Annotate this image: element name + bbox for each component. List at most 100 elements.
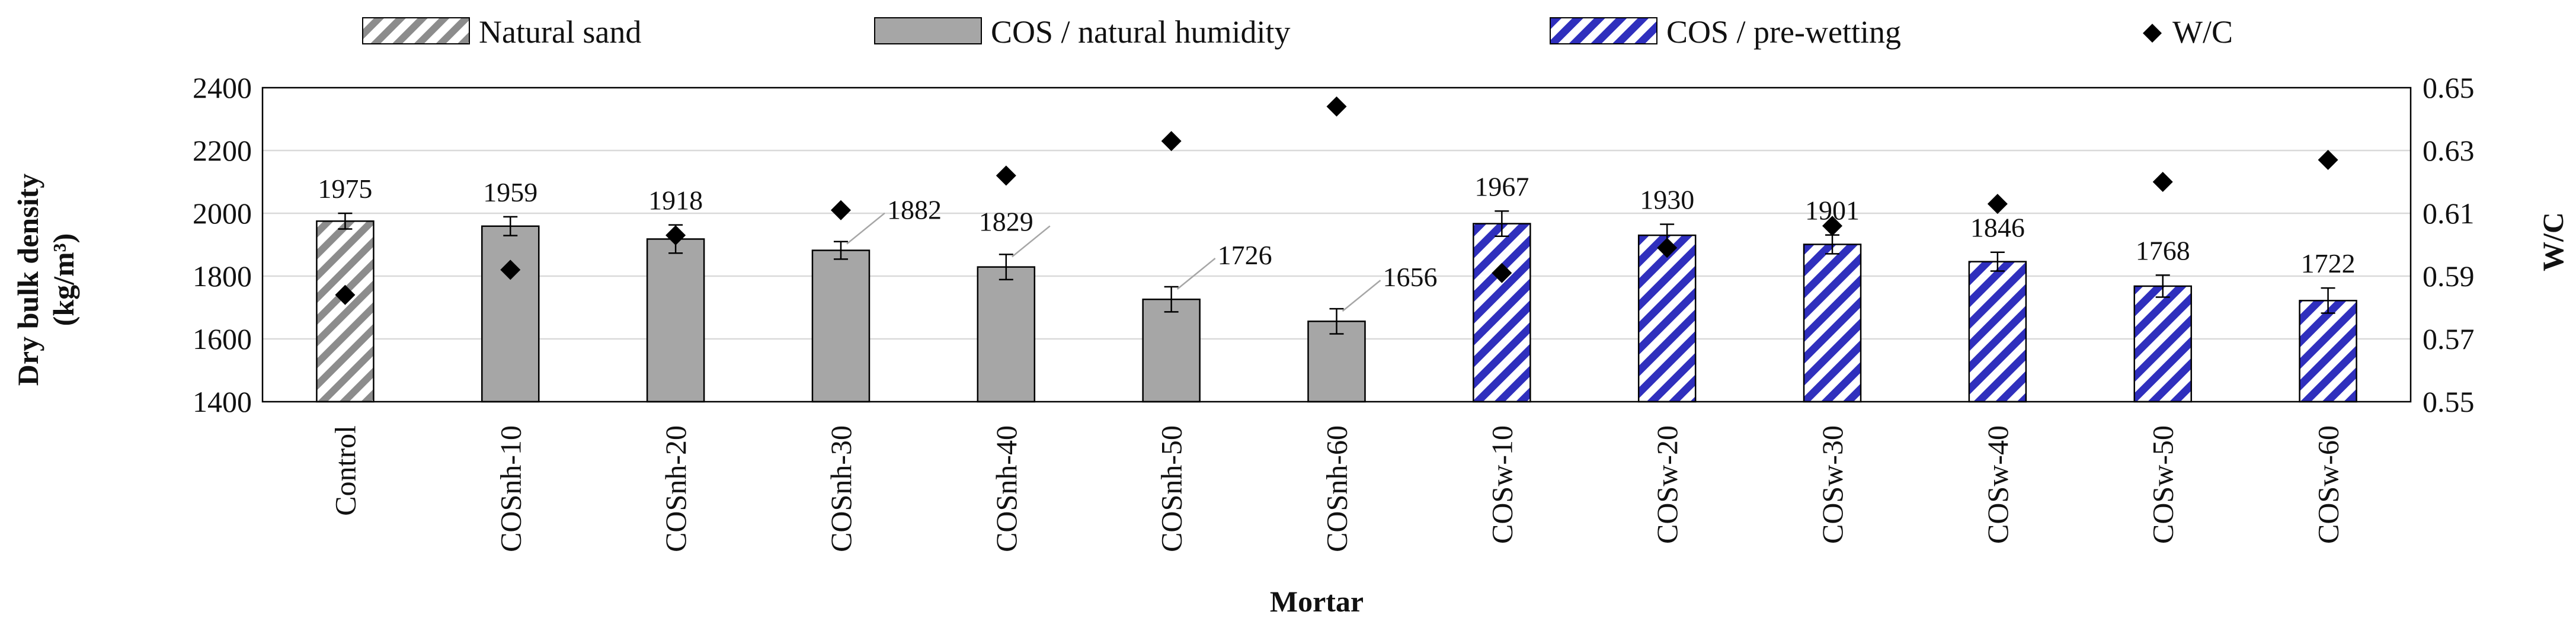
wc-marker-cosw-20: [1657, 238, 1678, 258]
error-bar-cosnh-50: [1164, 286, 1179, 313]
legend-label-cos-natural-humidity: COS / natural humidity: [991, 14, 1291, 50]
legend-item-cos-pre-wetting: COS / pre-wetting: [1550, 14, 1901, 50]
bar-cosw-40: [1968, 261, 2027, 403]
legend-swatch-cos-natural-humidity: [874, 17, 982, 44]
y-axis-right-ticks: 0.55 0.57 0.59 0.61 0.63 0.65: [2423, 71, 2475, 418]
x-category-cosnh-20: COSnh-20: [659, 425, 692, 552]
wc-markers: [335, 96, 2338, 305]
value-label-cosw-10: 1967: [1474, 171, 1529, 201]
x-category-cosnh-30: COSnh-30: [824, 425, 857, 552]
bar-cosw-20: [1637, 234, 1697, 403]
wc-marker-cosw-10: [1492, 262, 1512, 283]
error-bar-cosnh-60: [1329, 308, 1344, 335]
value-label-cosnh-10: 1959: [483, 177, 537, 207]
value-label-control: 1975: [318, 174, 372, 204]
y2-tick-label: 0.59: [2423, 260, 2475, 293]
value-label-cosnh-20: 1918: [648, 185, 703, 216]
wc-marker-cosw-50: [2152, 172, 2173, 192]
x-axis-title: Mortar: [1270, 585, 1364, 618]
wc-marker-cosw-40: [1987, 194, 2008, 214]
y2-tick-label: 0.65: [2423, 71, 2475, 104]
y-tick-label: 1400: [193, 385, 252, 418]
bar-cosnh-60: [1307, 321, 1366, 403]
value-label-cosnh-40: 1829: [979, 206, 1033, 236]
bar-cosw-10: [1473, 223, 1531, 403]
y-axis-title-unit: (kg/m³): [47, 233, 80, 326]
x-category-cosnh-60: COSnh-60: [1320, 425, 1353, 552]
x-category-cosnh-40: COSnh-40: [990, 425, 1023, 552]
wc-marker-cosnh-20: [665, 225, 686, 246]
wc-marker-cosnh-50: [1161, 131, 1182, 152]
bars: [316, 220, 2357, 403]
legend-item-cos-natural-humidity: COS / natural humidity: [874, 14, 1291, 50]
error-bars: [338, 210, 2335, 335]
value-label-cosnh-50: 1726: [1218, 240, 1272, 270]
error-bar-cosw-10: [1495, 210, 1509, 237]
value-label-cosnh-30: 1882: [887, 195, 942, 225]
x-category-control: Control: [328, 425, 361, 516]
bar-control: [316, 220, 375, 403]
value-label-cosnh-60: 1656: [1383, 262, 1438, 292]
y-tick-label: 2400: [193, 71, 252, 104]
wc-marker-control: [335, 284, 356, 305]
bar-cosnh-40: [977, 266, 1036, 403]
x-category-cosw-50: COSw-50: [2146, 425, 2180, 544]
bar-cosnh-10: [481, 225, 540, 403]
wc-marker-cosw-60: [2318, 149, 2338, 170]
wc-marker-cosw-30: [1822, 216, 1843, 236]
x-category-cosnh-10: COSnh-10: [494, 425, 527, 552]
y-tick-label: 2000: [193, 197, 252, 230]
bar-cosnh-50: [1142, 298, 1201, 403]
wc-marker-cosnh-10: [500, 260, 521, 280]
leader-line-cosnh-40: [1012, 225, 1051, 258]
bar-cosnh-20: [646, 238, 705, 403]
wc-marker-cosnh-60: [1326, 96, 1347, 117]
x-category-cosw-30: COSw-30: [1816, 425, 1849, 544]
wc-marker-cosnh-30: [830, 200, 851, 220]
legend-label-wc: W/C: [2172, 14, 2233, 50]
legend-label-cos-pre-wetting: COS / pre-wetting: [1666, 14, 1901, 50]
x-axis-categories: Control COSnh-10 COSnh-20 COSnh-30 COSnh-40 C…: [328, 425, 2344, 552]
y-axis-left-ticks: 1400 1600 1800 2000 2200 2400: [193, 71, 252, 418]
value-label-cosw-50: 1768: [2136, 235, 2190, 265]
x-category-cosw-40: COSw-40: [1981, 425, 2014, 544]
legend-item-natural-sand: Natural sand: [362, 14, 641, 50]
y2-tick-label: 0.61: [2423, 197, 2475, 230]
error-bar-cosnh-10: [503, 216, 518, 236]
bar-cosnh-30: [811, 249, 871, 403]
error-bar-cosnh-40: [999, 254, 1013, 281]
error-bar-control: [338, 212, 353, 230]
legend-swatch-natural-sand: [362, 17, 470, 44]
legend-item-wc: W/C: [2143, 14, 2233, 50]
y2-tick-label: 0.63: [2423, 134, 2475, 167]
leader-line-cosnh-50: [1176, 258, 1216, 290]
error-bar-cosnh-30: [833, 241, 848, 260]
wc-marker-cosnh-40: [996, 165, 1016, 186]
value-label-cosw-60: 1722: [2301, 248, 2356, 278]
y-tick-label: 2200: [193, 134, 252, 167]
y2-axis-title: W/C: [2536, 212, 2569, 271]
x-category-cosw-20: COSw-20: [1650, 425, 1684, 544]
leader-line-cosnh-30: [846, 212, 885, 245]
x-category-cosw-60: COSw-60: [2312, 425, 2345, 544]
y-tick-label: 1800: [193, 260, 252, 293]
value-label-cosw-20: 1930: [1640, 185, 1694, 215]
plot-area-frame: [261, 87, 2412, 403]
y-tick-label: 1600: [193, 322, 252, 355]
label-leader-lines: [846, 212, 1381, 312]
y2-tick-label: 0.57: [2423, 322, 2475, 355]
legend-marker-wc: [2143, 24, 2162, 43]
bar-cosw-60: [2299, 300, 2357, 403]
value-label-cosw-30: 1901: [1805, 196, 1860, 226]
legend: Natural sand COS / natural humidity COS …: [362, 14, 2233, 50]
value-labels: 1975 1959 1918 1882 1829 1726 1656 1967 1930 1901…: [318, 171, 2355, 292]
y-axis-title: Dry bulk density: [11, 174, 44, 386]
legend-label-natural-sand: Natural sand: [479, 14, 641, 50]
legend-swatch-cos-pre-wetting: [1550, 17, 1657, 44]
x-category-cosnh-50: COSnh-50: [1155, 425, 1188, 552]
error-bar-cosw-40: [1990, 251, 2005, 272]
leader-line-cosnh-60: [1342, 280, 1381, 312]
bar-cosw-50: [2133, 285, 2192, 403]
x-category-cosw-10: COSw-10: [1485, 425, 1518, 544]
